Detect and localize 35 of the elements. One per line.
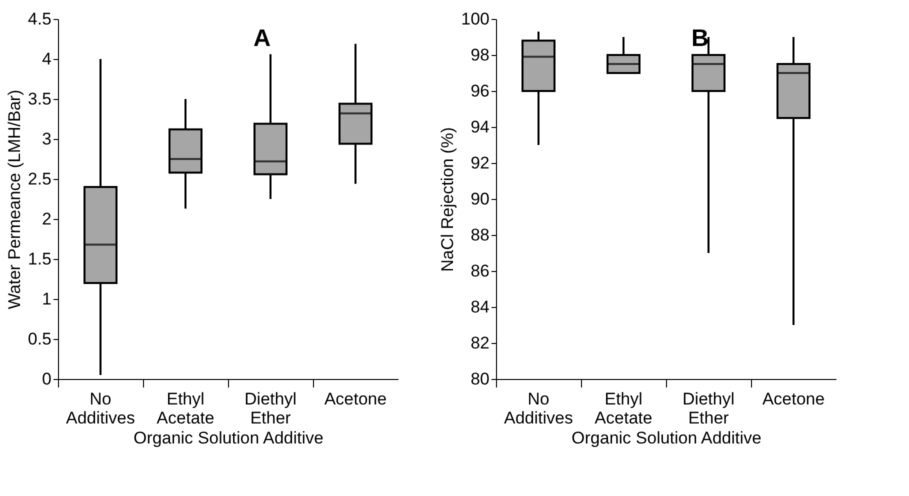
y-tick-label: 1.5 (28, 250, 52, 268)
x-tick-label: Ethyl Acetate (156, 390, 214, 428)
y-tick-label: 90 (470, 190, 490, 208)
y-tick-label: 3 (42, 130, 52, 148)
y-tick-label: 2.5 (28, 170, 52, 188)
x-tick-label: Diethyl Ether (682, 390, 734, 428)
y-tick-label: 98 (470, 46, 490, 64)
y-tick-label: 92 (470, 154, 490, 172)
y-tick-label: 100 (461, 10, 490, 28)
y-tick-label: 88 (470, 226, 490, 244)
y-tick-label: 0.5 (28, 330, 52, 348)
annotation: B (691, 25, 709, 52)
annotation: A (253, 25, 271, 52)
y-tick-label: 0 (42, 370, 52, 388)
x-tick-label: Diethyl Ether (244, 390, 296, 428)
x-tick-label: No Additives (504, 390, 573, 428)
y-tick-label: 4.5 (28, 10, 52, 28)
y-axis-title: Water Permeance (LMH/Bar) (4, 90, 24, 310)
y-tick-label: 3.5 (28, 90, 52, 108)
y-tick-label: 86 (470, 262, 490, 280)
x-tick-label: No Additives (66, 390, 135, 428)
y-tick-label: 82 (470, 334, 490, 352)
x-tick-label: Acetone (324, 390, 387, 408)
y-axis-title: NaCl Rejection (%) (438, 127, 458, 272)
x-tick-label: Ethyl Acetate (594, 390, 652, 428)
y-tick-label: 4 (42, 50, 52, 68)
y-tick-label: 80 (470, 370, 490, 388)
y-tick-label: 96 (470, 82, 490, 100)
y-tick-label: 84 (470, 298, 490, 316)
y-tick-label: 1 (42, 290, 52, 308)
y-tick-label: 94 (470, 118, 490, 136)
x-tick-label: Acetone (762, 390, 825, 408)
x-axis-title: Organic Solution Additive (134, 428, 324, 448)
x-axis-title: Organic Solution Additive (572, 428, 762, 448)
y-tick-label: 2 (42, 210, 52, 228)
